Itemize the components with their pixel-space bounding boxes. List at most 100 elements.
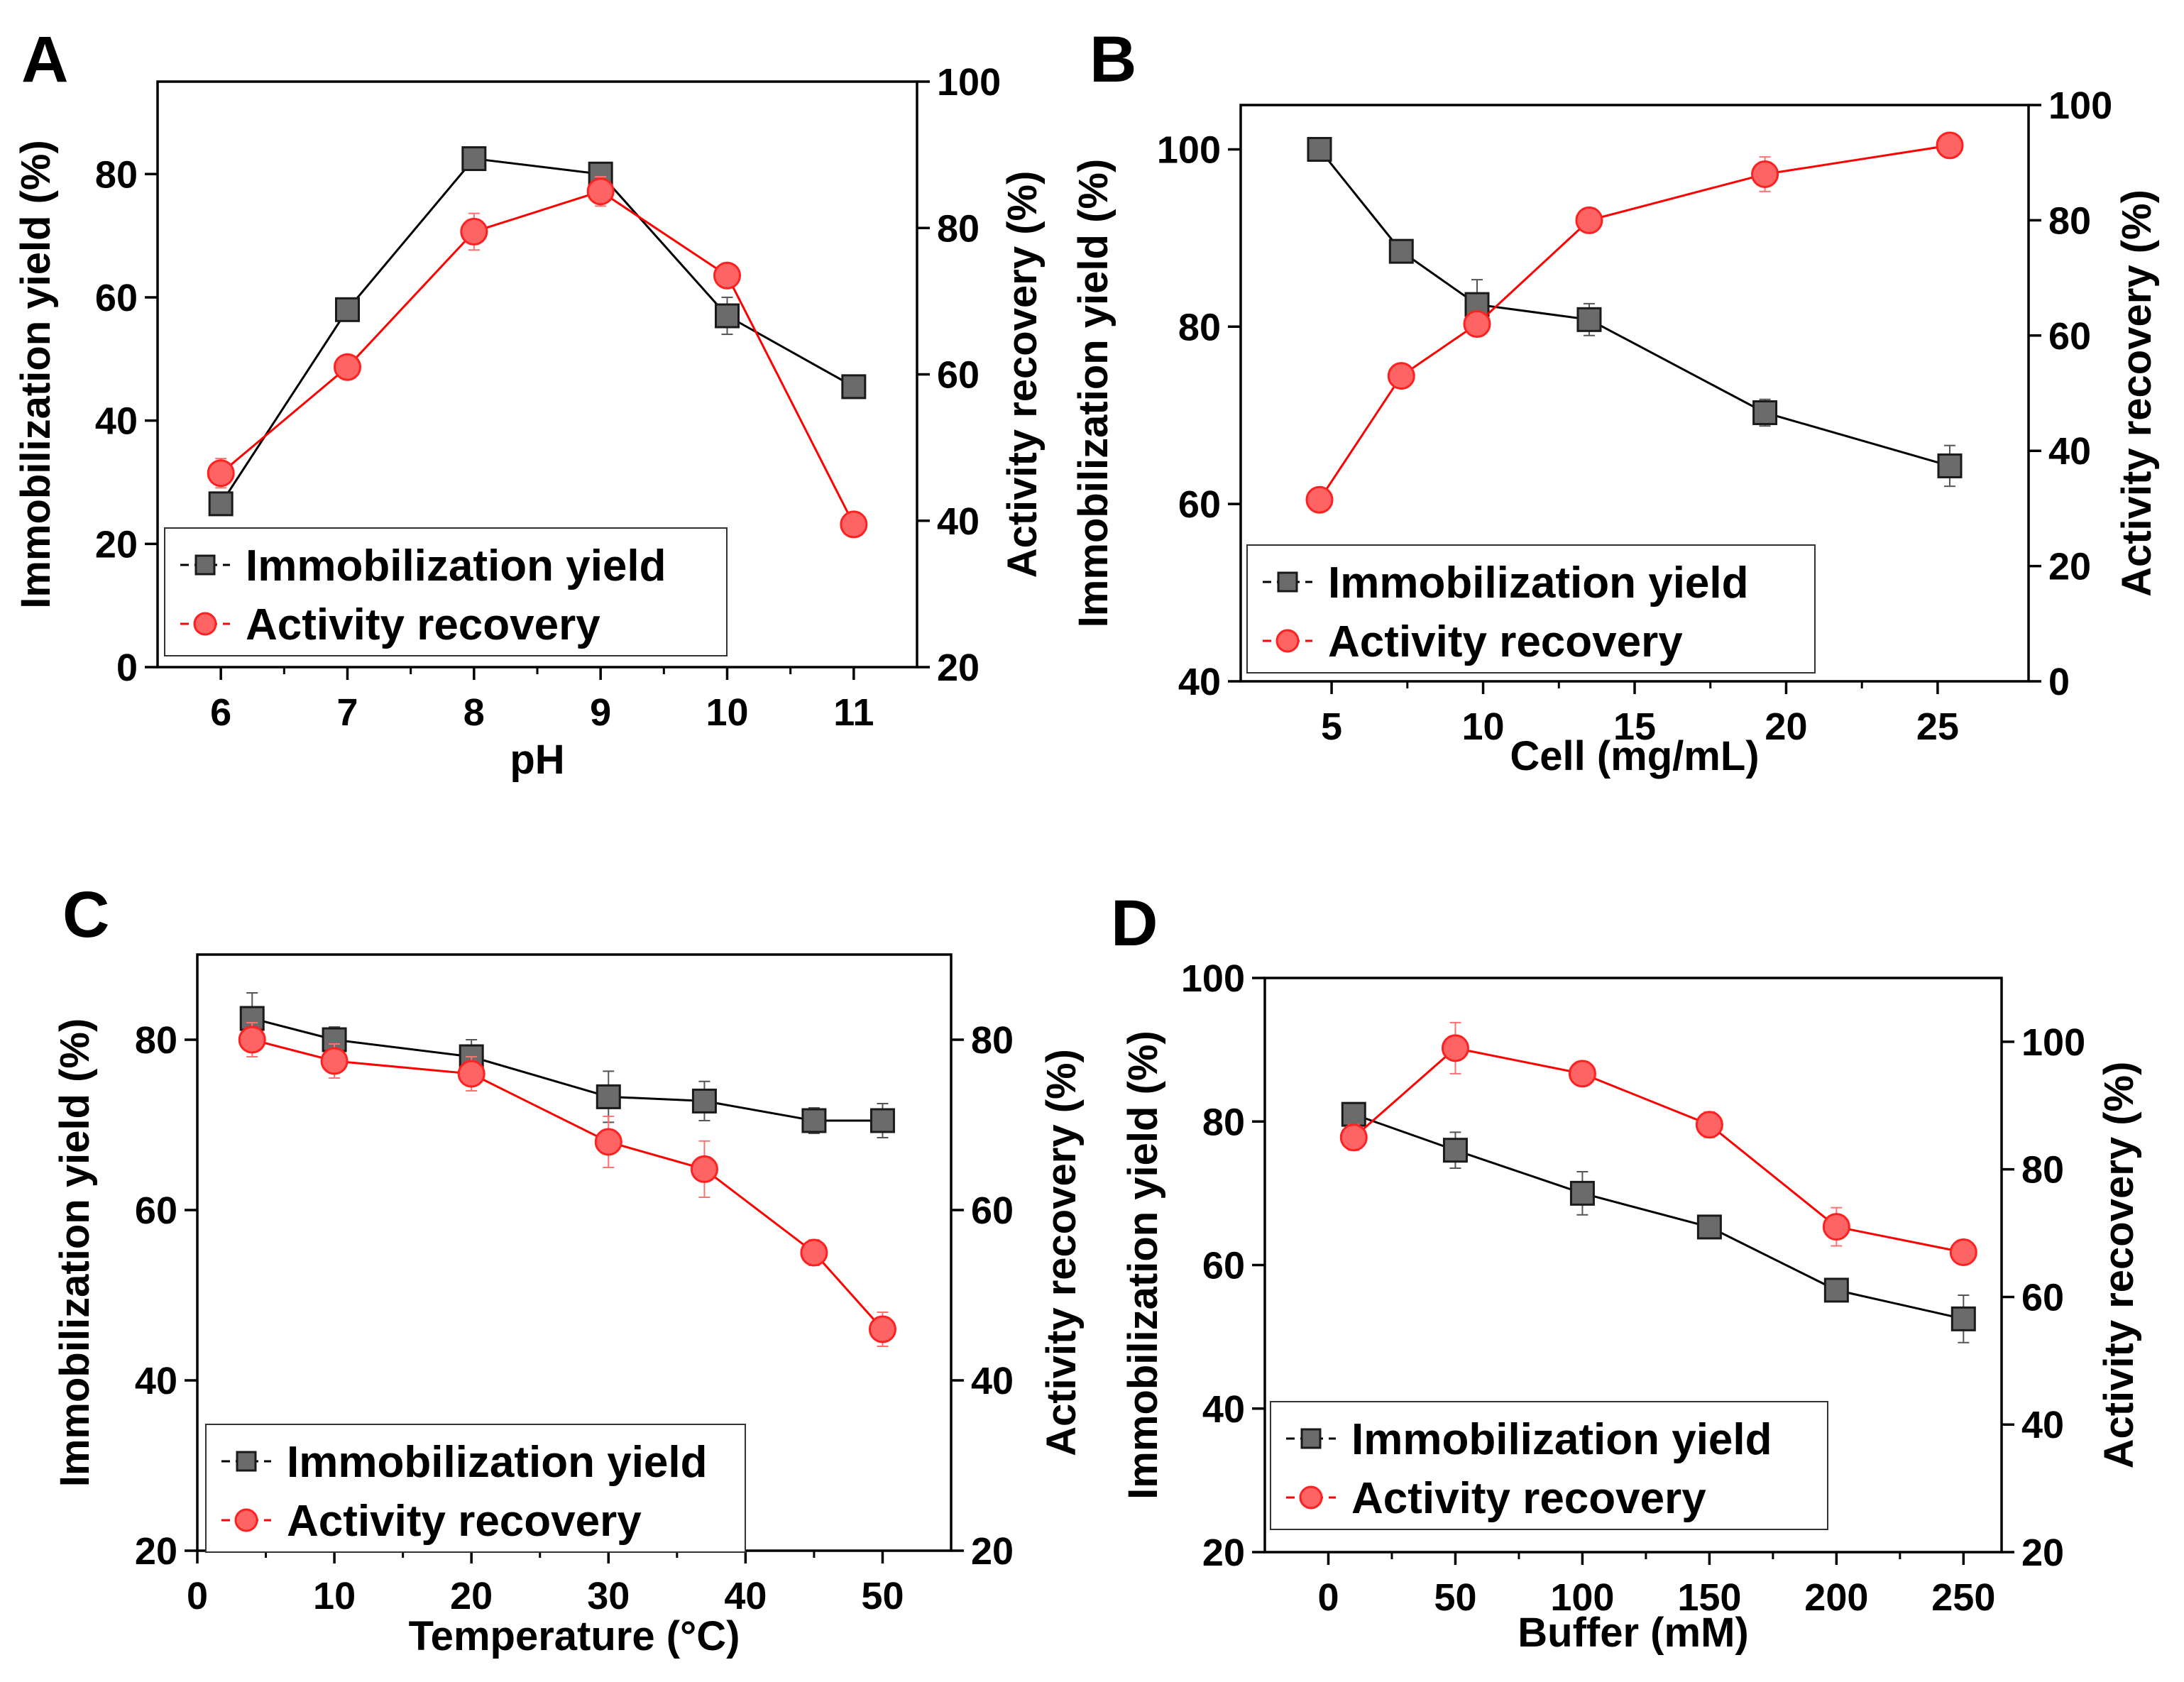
panel-letter: B (1090, 23, 1136, 96)
series-immobilization (239, 992, 895, 1138)
legend-label-activity: Activity recovery (1351, 1474, 1706, 1523)
y-tick-label: 100 (1181, 957, 1245, 1000)
y-tick-label: 20 (135, 1530, 177, 1573)
data-point-square (596, 1084, 621, 1109)
y2-tick-label: 60 (2048, 315, 2091, 358)
data-point-square (1388, 238, 1414, 264)
y-tick-label: 40 (1178, 661, 1221, 703)
data-point-circle (334, 353, 361, 381)
series-line-immobilization (1318, 148, 1950, 467)
panel-a: A 6 7 8 9 10 11 0 20 40 60 80 20 40 60 80 100 pH Immobiliz… (13, 23, 1046, 783)
legend-marker-circle (1299, 1485, 1323, 1510)
data-point-circle (800, 1238, 828, 1267)
legend-marker-circle (234, 1508, 258, 1532)
data-point-circle (238, 1026, 266, 1054)
x-tick-label: 200 (1804, 1576, 1868, 1619)
x-tick-label: 10 (706, 691, 748, 734)
panel-c: C 0 10 20 30 40 50 20 40 60 80 20 40 60 80 Temperature … (52, 879, 1085, 1659)
legend-marker-circle (193, 612, 217, 636)
x-tick-label: 50 (1434, 1576, 1476, 1619)
legend: Immobilization yield Activity recovery (205, 1424, 746, 1553)
series-line-activity (251, 1038, 884, 1330)
y2-tick-label: 40 (2021, 1404, 2064, 1446)
y-tick-label: 40 (135, 1360, 177, 1402)
data-point-square (715, 303, 740, 329)
x-tick-label: 40 (724, 1575, 767, 1617)
y-tick-label: 0 (116, 647, 138, 689)
y2-tick-label: 80 (937, 207, 979, 250)
y-tick-label: 80 (1202, 1101, 1245, 1143)
legend-box (1270, 1401, 1828, 1530)
y-tick-label: 20 (1202, 1532, 1245, 1574)
x-tick-label: 15 (1613, 705, 1656, 748)
x-tick-label: 10 (313, 1575, 356, 1617)
legend-marker-square (236, 1451, 257, 1472)
data-point-circle (1568, 1060, 1596, 1088)
data-point-circle (1339, 1123, 1368, 1152)
data-point-circle (1695, 1111, 1723, 1139)
y2-axis-title: Activity recovery (%) (999, 171, 1046, 578)
data-point-square (1569, 1180, 1595, 1206)
y2-tick-label: 80 (2048, 199, 2091, 242)
series-line-activity (1318, 144, 1950, 501)
legend-marker-square (194, 554, 216, 576)
series-activity (207, 176, 868, 539)
x-tick-label: 150 (1677, 1576, 1741, 1619)
series-activity (238, 1022, 896, 1347)
x-tick-label: 10 (1461, 705, 1504, 748)
series-line-activity (220, 190, 855, 525)
panel-letter: C (62, 879, 109, 951)
data-point-square (801, 1108, 827, 1133)
x-tick-label: 6 (210, 691, 231, 734)
series-line-activity (1353, 1047, 1964, 1253)
y2-tick-label: 100 (2048, 84, 2112, 127)
y2-tick-label: 100 (2021, 1021, 2085, 1064)
y-tick-label: 80 (95, 153, 138, 196)
x-tick-label: 20 (1765, 705, 1807, 748)
data-point-square (691, 1088, 717, 1114)
data-point-circle (690, 1155, 718, 1183)
x-tick-label: 250 (1931, 1576, 1995, 1619)
x-tick-label: 100 (1550, 1576, 1614, 1619)
data-point-square (1307, 136, 1332, 162)
y2-tick-label: 20 (937, 647, 979, 689)
legend-marker-square (1300, 1428, 1322, 1449)
legend: Immobilization yield Activity recovery (1246, 544, 1816, 674)
legend-marker-circle (1275, 629, 1300, 653)
y2-axis-title: Activity recovery (%) (2114, 189, 2160, 597)
y-tick-label: 60 (1202, 1245, 1245, 1287)
data-point-circle (1822, 1213, 1850, 1241)
legend: Immobilization yield Activity recovery (164, 527, 728, 656)
y-tick-label: 40 (95, 400, 138, 443)
legend-label-activity: Activity recovery (246, 600, 600, 649)
y-tick-label: 60 (135, 1189, 177, 1232)
data-point-square (1442, 1138, 1468, 1163)
y-tick-label: 80 (135, 1019, 177, 1062)
data-point-square (1823, 1277, 1849, 1303)
y-axis-title: Immobilization yield (%) (52, 1018, 98, 1488)
x-tick-label: 20 (450, 1575, 493, 1617)
data-point-square (461, 146, 487, 172)
data-point-square (208, 491, 234, 517)
series-line-immobilization (219, 157, 855, 505)
x-axis-title: Cell (mg/mL) (1510, 733, 1759, 779)
data-point-circle (1463, 310, 1491, 339)
x-axis-title: pH (510, 737, 564, 783)
data-point-square (335, 297, 360, 322)
legend-box (1246, 544, 1816, 674)
data-point-square (1752, 400, 1778, 425)
series-line-immobilization (1353, 1113, 1964, 1320)
y2-tick-label: 100 (937, 61, 1001, 104)
y-tick-label: 60 (95, 277, 138, 319)
series-immobilization (208, 146, 867, 517)
data-point-circle (586, 177, 615, 206)
panel-letter: D (1111, 887, 1158, 960)
data-point-circle (868, 1315, 896, 1343)
legend-label-immobilization: Immobilization yield (1328, 559, 1749, 608)
x-tick-label: 9 (590, 691, 611, 734)
y-tick-label: 60 (1178, 483, 1221, 526)
x-tick-label: 30 (587, 1575, 630, 1617)
y2-tick-label: 40 (971, 1360, 1014, 1402)
y-tick-label: 80 (1178, 306, 1221, 348)
y-tick-label: 20 (95, 523, 138, 566)
